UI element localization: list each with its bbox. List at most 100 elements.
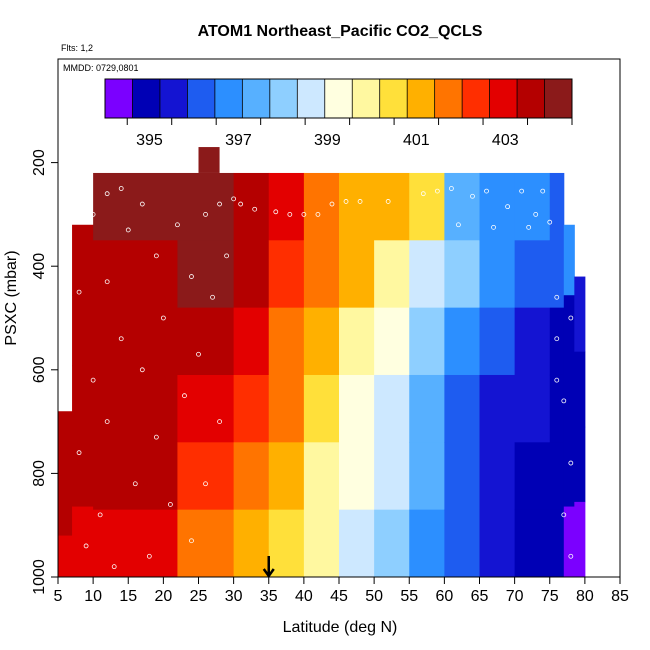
colorbar [104,78,573,119]
heatmap-cell [444,172,480,241]
data-point [104,419,110,425]
heatmap-cell [374,307,410,376]
heatmap-cell [374,442,410,511]
data-point [196,351,201,357]
x-tick-label: 35 [260,588,278,605]
data-point [448,186,454,191]
data-point [153,434,159,440]
colorbar-tick-label: 397 [225,132,252,149]
data-point [210,294,215,300]
heatmap-cell [514,240,551,309]
heatmap-cell [444,374,480,443]
data-point [252,206,258,212]
x-tick-label: 30 [225,588,243,605]
data-point [153,253,159,259]
heatmap-cell [233,509,270,578]
heatmap-cell [409,509,445,578]
data-point [217,419,222,425]
data-point [189,538,194,544]
colorbar-swatch [379,79,408,118]
data-point [182,393,187,399]
data-point [167,502,173,507]
heatmap-cell [72,224,94,296]
colorbar-swatch [489,79,518,118]
data-point [217,201,222,207]
data-point [231,196,237,202]
data-point [343,199,349,204]
heatmap-cell [233,442,270,511]
data-point [160,315,166,321]
colorbar-swatch [407,79,436,118]
heatmap-cell [303,374,340,443]
data-point [203,211,208,217]
colorbar-swatch [544,79,573,118]
heatmap-cell [514,307,551,376]
heatmap-cell [374,509,410,578]
heatmap-cell [233,307,270,376]
data-point [547,219,553,225]
data-point [90,377,96,383]
colorbar-swatch [187,79,216,118]
heatmap-cell [72,436,94,508]
data-point [238,201,244,207]
heatmap-cell [339,442,375,511]
heatmap-cell [93,240,178,309]
heatmap-cell [177,307,235,376]
heatmap-cell [268,374,305,443]
heatmap-cell [514,509,551,578]
heatmap-cell [549,307,565,376]
data-point [526,224,532,230]
heatmap-cell [72,506,94,578]
data-point [224,253,230,259]
x-tick-label: 20 [154,588,172,605]
data-point [146,553,152,559]
colorbar-swatch [214,79,243,118]
flights-label: Flts: 1,2 [61,43,93,53]
heatmap-cell [374,172,410,241]
heatmap-cell [409,442,445,511]
data-point [118,336,124,342]
heatmap-cell [444,509,480,578]
x-axis-label: Latitude (deg N) [283,619,398,636]
heatmap-cell [93,374,178,443]
heatmap-cell [563,365,575,437]
data-point [385,199,391,204]
data-point [519,188,525,194]
data-point [273,209,279,215]
heatmap-cell [93,442,178,511]
x-tick-label: 10 [84,588,102,605]
x-tick-label: 60 [435,588,453,605]
data-point [111,564,117,570]
x-tick-label: 50 [365,588,383,605]
data-point [568,315,574,321]
heatmap-cell [268,307,305,376]
heatmap-cell [374,374,410,443]
heatmap-cell [409,307,445,376]
date-label: MMDD: 0729,0801 [63,63,139,73]
data-point [554,294,560,300]
heatmap-cell [549,374,565,443]
colorbar-tick-label: 401 [403,132,430,149]
colorbar-tick-label: 399 [314,132,341,149]
heatmap-cell [574,501,586,578]
heatmap-cell [268,240,305,309]
data-point [357,199,363,204]
heatmap-cell [303,240,340,309]
heatmap-cell [549,240,565,309]
heatmap-cell [303,307,340,376]
heatmap-cell [574,351,586,428]
data-point [104,279,110,285]
data-point [97,512,103,518]
heatmap-cell [514,374,551,443]
data-point [505,204,511,210]
heatmap-cell [177,172,235,241]
heatmap-cell [339,509,375,578]
heatmap-cell [233,172,270,241]
heatmap-cell [479,307,516,376]
data-point [568,460,574,466]
colorbar-swatch [132,79,161,118]
data-point [125,227,131,233]
data-point [561,512,567,518]
heatmap-cell [303,172,340,241]
heatmap-cell [339,374,375,443]
